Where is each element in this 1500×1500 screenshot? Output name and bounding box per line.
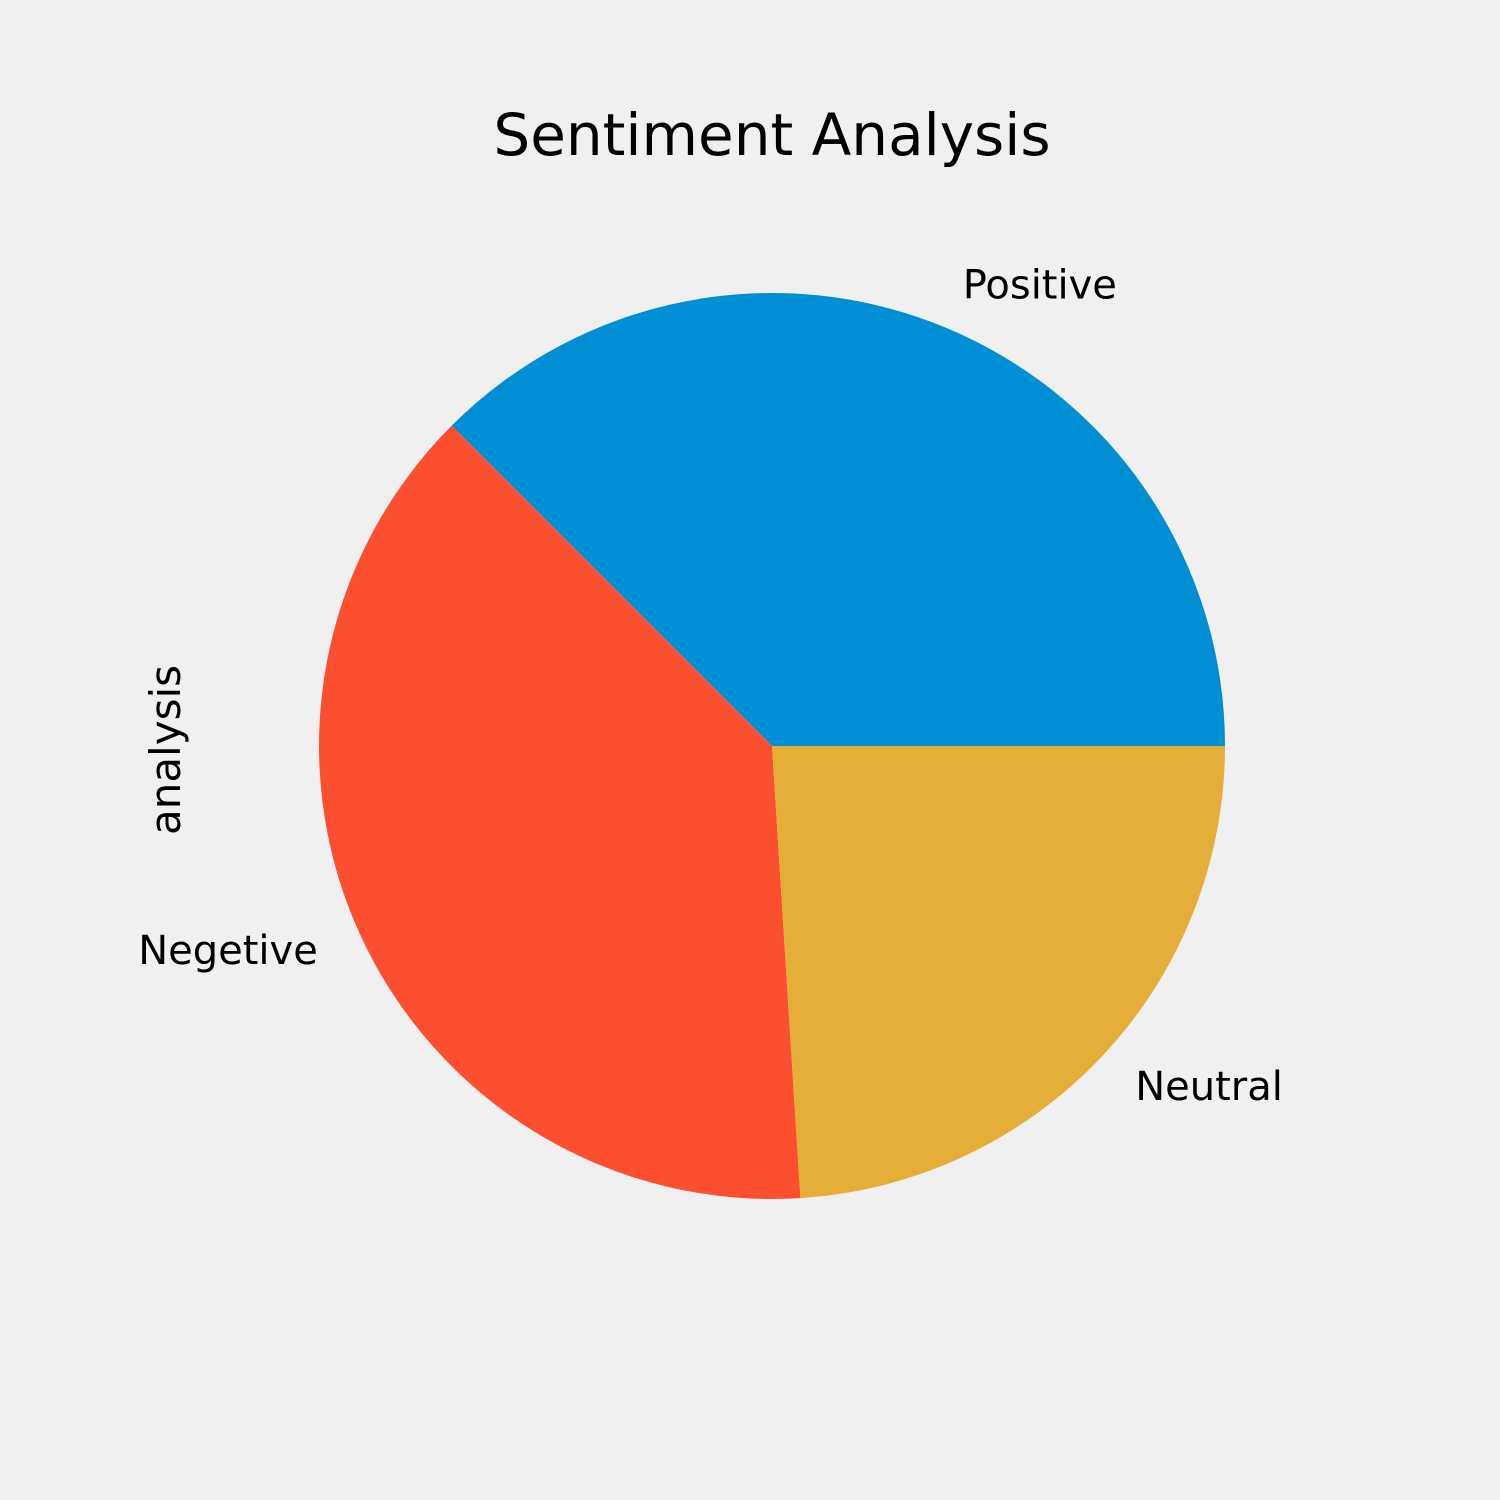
slice-label-positive: Positive	[963, 263, 1117, 309]
y-axis-label: analysis	[141, 665, 190, 835]
pie-slice-labels: Positive Negetive Neutral	[138, 263, 1283, 1110]
pie-slices	[318, 292, 1225, 1200]
pie-slice-negetive	[318, 425, 801, 1200]
pie-slice-neutral	[772, 746, 1225, 1199]
slice-label-negetive: Negetive	[138, 928, 318, 974]
slice-label-neutral: Neutral	[1135, 1064, 1283, 1110]
pie-slice-positive	[451, 292, 1225, 746]
chart-title: Sentiment Analysis	[493, 101, 1050, 169]
